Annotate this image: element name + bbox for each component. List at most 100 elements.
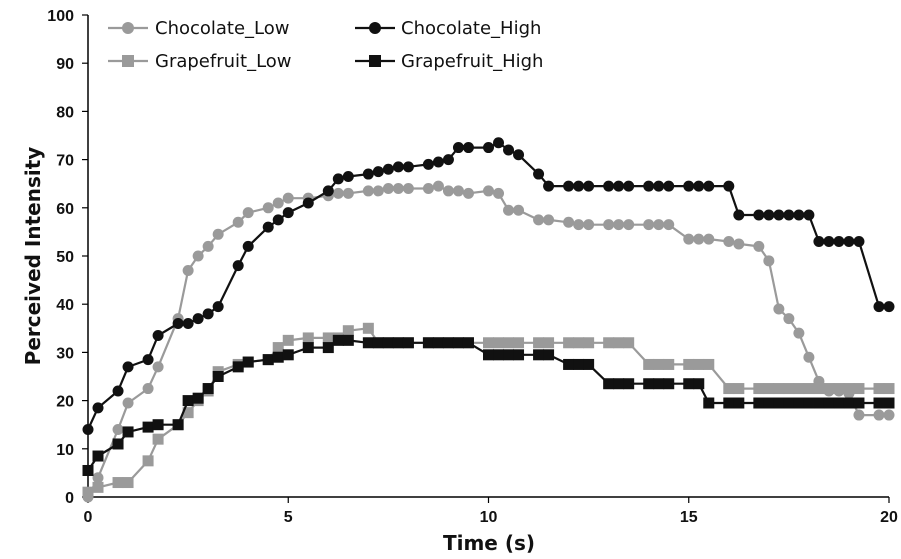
point-chocolate-high-26 — [432, 156, 444, 168]
point-grapefruit-high-62 — [883, 397, 895, 409]
point-grapefruit-high-33 — [513, 349, 525, 361]
point-chocolate-high-16 — [302, 197, 314, 209]
point-chocolate-high-7 — [182, 317, 194, 329]
point-chocolate-low-45 — [683, 233, 695, 245]
point-grapefruit-high-52 — [773, 397, 785, 409]
point-grapefruit-high-54 — [793, 397, 805, 409]
point-grapefruit-high-19 — [342, 334, 354, 346]
y-tick-label-20: 20 — [56, 394, 74, 411]
point-grapefruit-low-20 — [362, 322, 374, 334]
point-grapefruit-high-56 — [813, 397, 825, 409]
point-chocolate-high-29 — [462, 142, 474, 154]
point-chocolate-high-43 — [653, 180, 665, 192]
point-chocolate-low-2 — [112, 424, 124, 436]
point-grapefruit-low-36 — [563, 337, 575, 349]
point-grapefruit-high-25 — [422, 337, 434, 349]
point-chocolate-high-36 — [563, 180, 575, 192]
point-grapefruit-high-38 — [583, 358, 595, 370]
point-chocolate-high-39 — [603, 180, 615, 192]
y-tick-label-0: 0 — [65, 490, 74, 507]
point-grapefruit-low-0 — [82, 486, 94, 498]
point-grapefruit-high-7 — [182, 395, 194, 407]
point-chocolate-high-51 — [763, 209, 775, 221]
point-grapefruit-high-51 — [763, 397, 775, 409]
point-grapefruit-low-16 — [302, 332, 314, 344]
point-grapefruit-low-17 — [322, 332, 334, 344]
legend-item-grapefruit-low: Grapefruit_Low — [108, 51, 292, 72]
point-grapefruit-low-34 — [533, 337, 545, 349]
point-grapefruit-high-50 — [753, 397, 765, 409]
point-grapefruit-high-41 — [623, 378, 635, 390]
point-grapefruit-low-35 — [543, 337, 555, 349]
point-chocolate-high-53 — [783, 209, 795, 221]
point-grapefruit-high-60 — [853, 397, 865, 409]
point-chocolate-low-29 — [462, 187, 474, 199]
point-grapefruit-low-55 — [803, 383, 815, 395]
point-chocolate-high-55 — [803, 209, 815, 221]
point-chocolate-low-37 — [573, 219, 585, 231]
point-chocolate-high-45 — [683, 180, 695, 192]
point-grapefruit-high-44 — [663, 378, 675, 390]
point-grapefruit-low-43 — [653, 358, 665, 370]
point-chocolate-low-60 — [853, 409, 865, 421]
point-grapefruit-low-37 — [573, 337, 585, 349]
point-grapefruit-low-33 — [513, 337, 525, 349]
point-chocolate-low-14 — [272, 197, 284, 209]
point-chocolate-high-3 — [122, 361, 134, 373]
point-chocolate-high-47 — [703, 180, 715, 192]
y-tick-label-100: 100 — [47, 8, 74, 25]
point-grapefruit-high-36 — [563, 358, 575, 370]
x-tick-label-20: 20 — [880, 509, 898, 526]
point-chocolate-high-59 — [843, 236, 855, 248]
point-grapefruit-low-3 — [122, 477, 134, 489]
point-chocolate-high-10 — [212, 301, 224, 313]
point-grapefruit-low-2 — [112, 477, 124, 489]
point-grapefruit-low-53 — [783, 383, 795, 395]
y-tick-label-10: 10 — [56, 442, 74, 459]
point-chocolate-low-49 — [733, 238, 745, 250]
point-chocolate-high-23 — [392, 161, 404, 173]
point-grapefruit-high-48 — [723, 397, 735, 409]
legend-marker-chocolate-low — [122, 22, 134, 34]
point-grapefruit-high-0 — [82, 464, 94, 476]
point-grapefruit-low-60 — [853, 383, 865, 395]
point-chocolate-high-18 — [332, 173, 344, 185]
point-grapefruit-low-56 — [813, 383, 825, 395]
point-chocolate-high-5 — [152, 330, 164, 342]
y-tick-label-50: 50 — [56, 249, 74, 266]
point-grapefruit-low-39 — [603, 337, 615, 349]
point-chocolate-high-58 — [833, 236, 845, 248]
point-grapefruit-high-57 — [823, 397, 835, 409]
point-grapefruit-high-47 — [703, 397, 715, 409]
point-chocolate-high-40 — [613, 180, 625, 192]
point-chocolate-low-26 — [432, 180, 444, 192]
point-grapefruit-low-57 — [823, 383, 835, 395]
x-tick-label-10: 10 — [480, 509, 498, 526]
point-chocolate-low-53 — [783, 313, 795, 325]
legend-item-chocolate-high: Chocolate_High — [355, 18, 541, 39]
point-chocolate-low-10 — [212, 228, 224, 240]
point-grapefruit-low-42 — [643, 358, 655, 370]
point-chocolate-low-1 — [92, 472, 104, 484]
point-chocolate-low-36 — [563, 216, 575, 228]
point-chocolate-low-21 — [372, 185, 384, 197]
point-chocolate-low-34 — [533, 214, 545, 226]
x-tick-label-5: 5 — [284, 509, 293, 526]
point-grapefruit-low-4 — [142, 455, 154, 467]
point-grapefruit-high-11 — [232, 361, 244, 373]
point-chocolate-high-12 — [242, 240, 254, 252]
y-tick-label-30: 30 — [56, 345, 74, 362]
point-chocolate-low-44 — [663, 219, 675, 231]
point-grapefruit-low-58 — [833, 383, 845, 395]
point-grapefruit-high-27 — [442, 337, 454, 349]
point-chocolate-low-8 — [192, 250, 204, 262]
point-chocolate-high-21 — [372, 166, 384, 178]
point-chocolate-low-27 — [442, 185, 454, 197]
legend-marker-chocolate-high — [369, 22, 381, 34]
point-chocolate-low-38 — [583, 219, 595, 231]
point-grapefruit-high-39 — [603, 378, 615, 390]
legend-label-grapefruit-high: Grapefruit_High — [401, 51, 543, 72]
point-chocolate-low-54 — [793, 327, 805, 339]
point-chocolate-low-43 — [653, 219, 665, 231]
